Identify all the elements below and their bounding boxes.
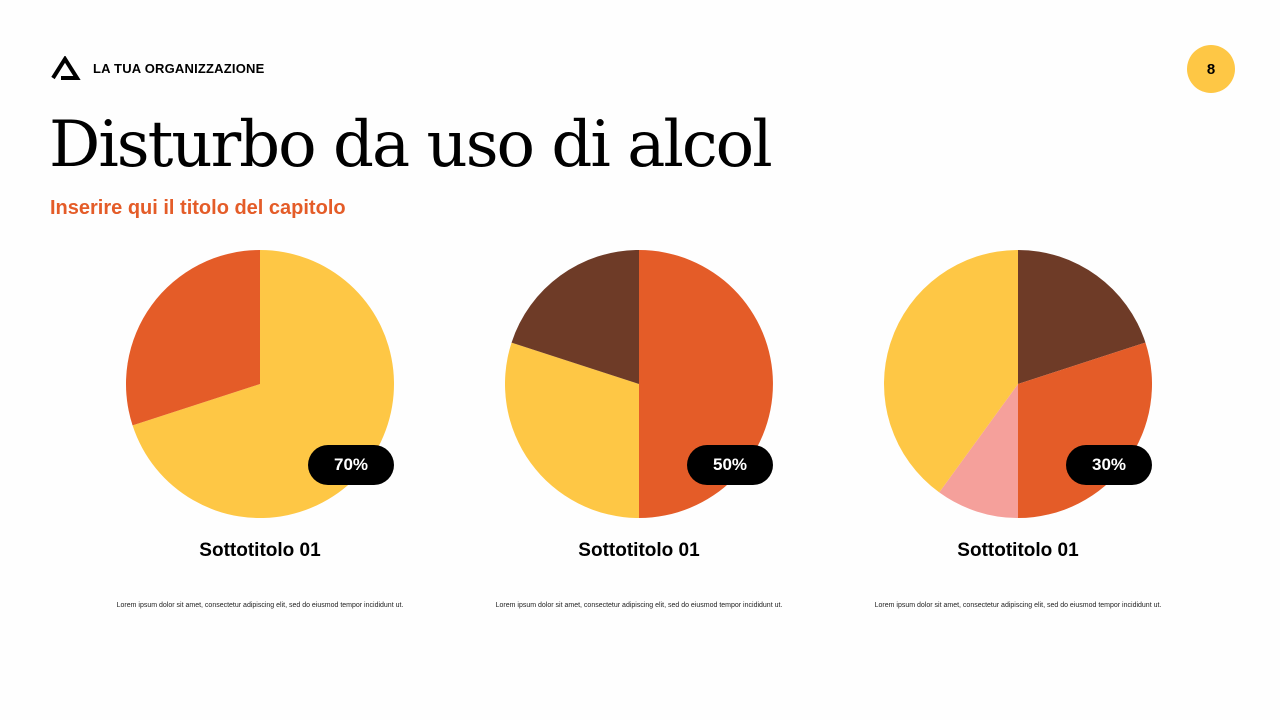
column-description: Lorem ipsum dolor sit amet, consectetur …	[116, 602, 404, 609]
page-number: 8	[1187, 45, 1235, 93]
pie-slice-1	[1018, 250, 1146, 384]
pie-slice-2	[1018, 342, 1152, 518]
column-subtitle: Sottotitolo 01	[957, 540, 1079, 561]
percent-badge: 50%	[687, 445, 773, 485]
pie-slice-3	[939, 384, 1018, 518]
column-subtitle: Sottotitolo 01	[199, 540, 321, 561]
triangle-logo-icon	[51, 56, 81, 80]
organization-name: LA TUA ORGANIZZAZIONE	[93, 61, 265, 76]
pie-chart-3	[884, 250, 1152, 518]
chapter-title: Inserire qui il titolo del capitolo	[50, 197, 346, 219]
pie-slice-4	[884, 250, 1018, 493]
percent-badge: 30%	[1066, 445, 1152, 485]
column-description: Lorem ipsum dolor sit amet, consectetur …	[495, 602, 783, 609]
pie-slice-2	[125, 250, 260, 426]
column-description: Lorem ipsum dolor sit amet, consectetur …	[874, 602, 1162, 609]
page-title: Disturbo da uso di alcol	[49, 108, 773, 182]
pie-slice-3	[511, 250, 639, 384]
percent-badge: 70%	[308, 445, 394, 485]
pie-slice-2	[505, 342, 639, 518]
column-subtitle: Sottotitolo 01	[578, 540, 700, 561]
